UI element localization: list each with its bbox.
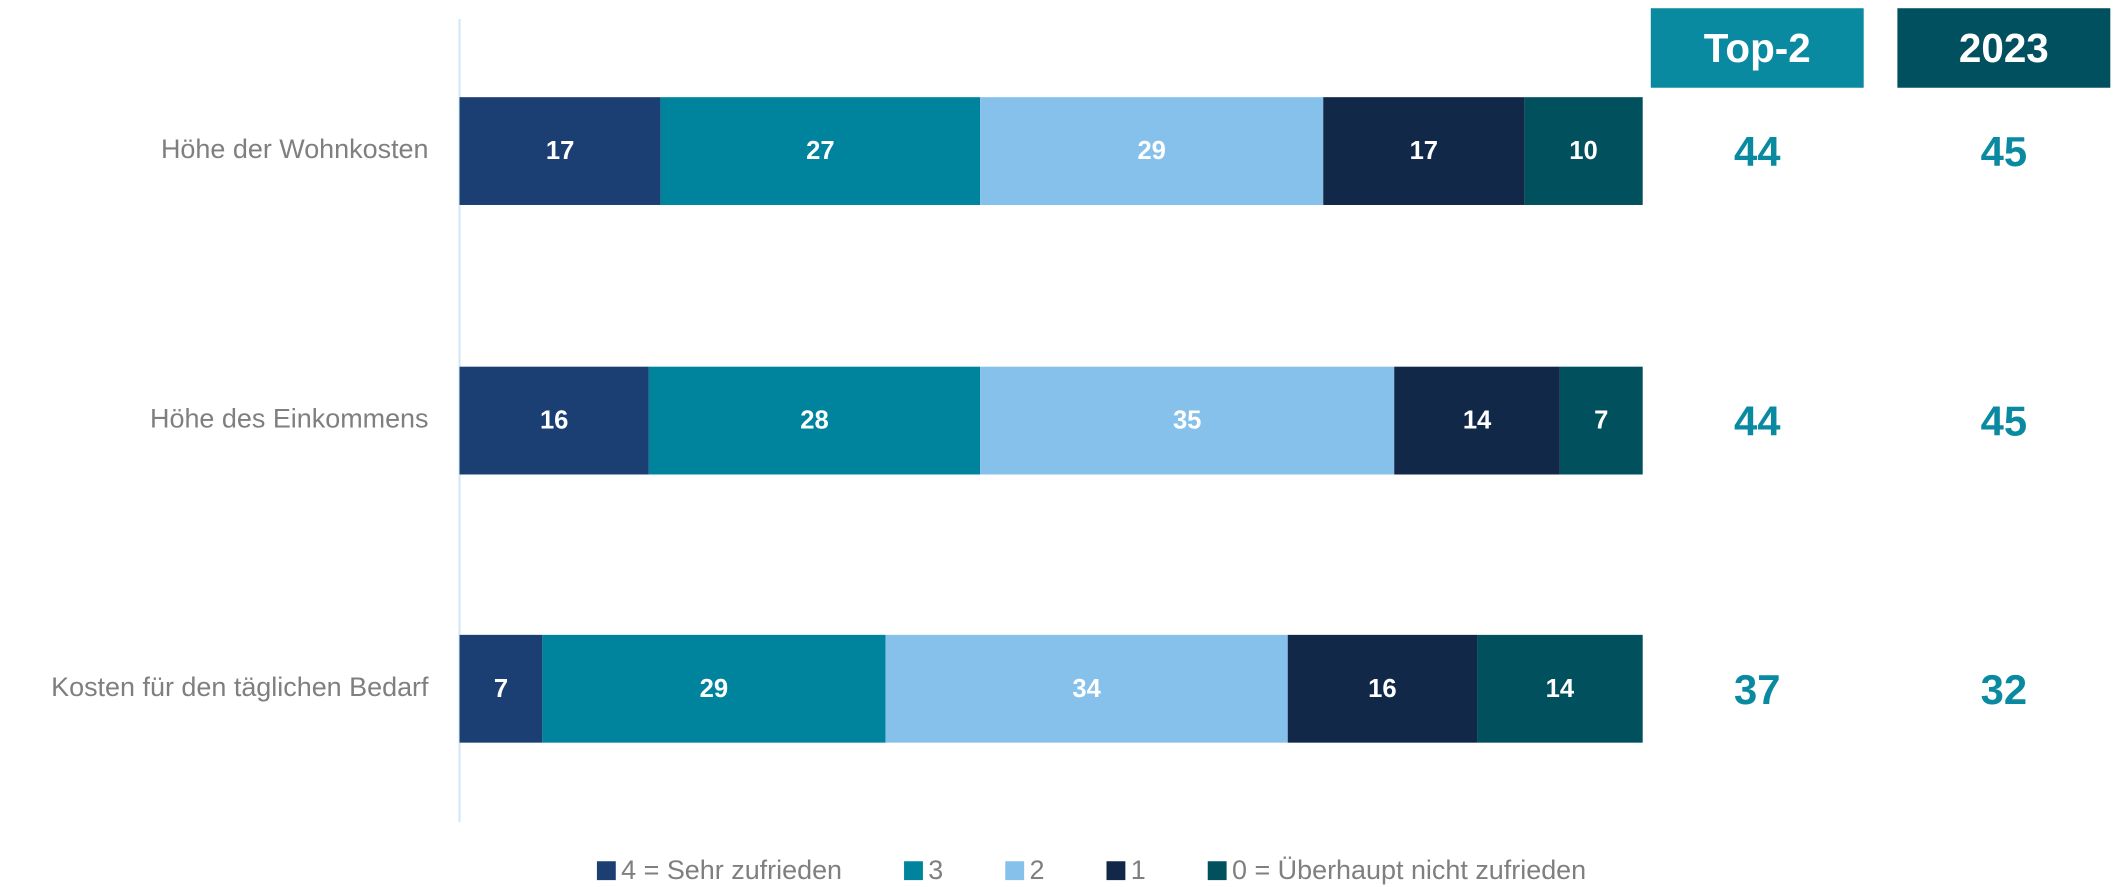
data-label: 27 xyxy=(806,137,834,165)
data-label: 7 xyxy=(1594,407,1608,435)
bar-segment xyxy=(660,97,981,205)
data-label: 17 xyxy=(1410,137,1438,165)
category-label: Kosten für den täglichen Bedarf xyxy=(51,672,429,702)
data-label: 16 xyxy=(1368,675,1396,703)
bar-segment xyxy=(1287,634,1478,743)
column-value: 37 xyxy=(1734,666,1780,713)
data-label: 29 xyxy=(700,675,728,703)
column-header: Top-2 xyxy=(1704,25,1811,71)
data-label: 29 xyxy=(1137,137,1165,165)
bar-segment xyxy=(1559,366,1643,475)
data-label: 17 xyxy=(546,137,574,165)
bar-segment xyxy=(1477,634,1643,743)
column-value: 45 xyxy=(1981,398,2027,445)
column-header-box xyxy=(1897,8,2111,88)
bar-segment xyxy=(1394,366,1560,475)
data-label: 14 xyxy=(1546,675,1575,703)
data-label: 16 xyxy=(540,407,568,435)
legend-label: 1 xyxy=(1131,855,1146,885)
legend-swatch xyxy=(1207,861,1227,881)
legend-label: 3 xyxy=(928,855,943,885)
data-label: 10 xyxy=(1569,137,1597,165)
bar-segment xyxy=(980,366,1395,475)
category-label: Höhe des Einkommens xyxy=(150,404,428,434)
legend-label: 2 xyxy=(1030,855,1045,885)
data-label: 28 xyxy=(800,407,828,435)
bar-segment xyxy=(648,366,981,475)
bar-segment xyxy=(459,366,649,475)
bar-segment xyxy=(459,97,661,205)
category-label: Höhe der Wohnkosten xyxy=(161,134,429,164)
column-value: 44 xyxy=(1734,128,1780,175)
bar-segment xyxy=(459,634,543,743)
column-value: 32 xyxy=(1981,666,2027,713)
legend-label: 4 = Sehr zufrieden xyxy=(621,855,842,885)
data-label: 34 xyxy=(1072,675,1101,703)
bar-segment xyxy=(542,634,886,743)
data-label: 7 xyxy=(494,675,508,703)
legend-label: 0 = Überhaupt nicht zufrieden xyxy=(1232,855,1586,885)
bar-segment xyxy=(980,97,1324,205)
column-header: 2023 xyxy=(1959,25,2049,71)
bar-segment xyxy=(1323,97,1525,205)
legend-swatch xyxy=(904,861,923,881)
legend-swatch xyxy=(1106,861,1126,881)
data-label: 35 xyxy=(1173,407,1201,435)
column-value: 44 xyxy=(1734,398,1780,445)
legend-swatch xyxy=(596,861,616,881)
column-header-box xyxy=(1650,8,1864,88)
bar-segment xyxy=(885,634,1288,743)
data-label: 14 xyxy=(1463,407,1492,435)
column-value: 45 xyxy=(1981,128,2027,175)
legend-swatch xyxy=(1005,861,1025,881)
bar-segment xyxy=(1524,97,1643,205)
